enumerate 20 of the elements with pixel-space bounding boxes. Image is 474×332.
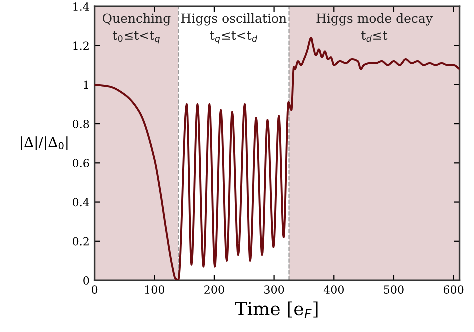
y-tick-label: 1.4 <box>74 2 90 12</box>
band-label: Quenching t$_{0}$≤t<t$_{q}$ <box>102 13 171 44</box>
band-label: Higgs oscillation t$_{q}$≤t<t$_{d}$ <box>181 13 287 44</box>
y-tick-label: 1.2 <box>74 42 89 50</box>
x-axis-title: Time [e$_{F}$] <box>235 302 318 318</box>
x-tick-label: 0 <box>92 286 98 294</box>
y-tick-label: 0 <box>84 276 90 285</box>
y-tick-label: 0.4 <box>73 198 90 207</box>
x-tick-label: 500 <box>384 286 404 294</box>
x-tick-label: 600 <box>444 286 464 294</box>
y-axis-title: |Δ|/|Δ$_{0}$| <box>21 136 68 150</box>
y-tick-label: 0.6 <box>73 159 90 168</box>
x-tick-label: 400 <box>324 286 344 294</box>
y-tick-label: 1 <box>84 80 88 90</box>
x-tick-label: 100 <box>145 286 164 294</box>
x-tick-label: 200 <box>204 286 224 294</box>
y-tick-label: 0.2 <box>73 237 89 246</box>
y-tick-label: 0.8 <box>73 120 90 128</box>
x-tick-label: 300 <box>264 286 284 294</box>
band-label: Higgs mode decay t$_{d}$≤t <box>316 13 433 42</box>
